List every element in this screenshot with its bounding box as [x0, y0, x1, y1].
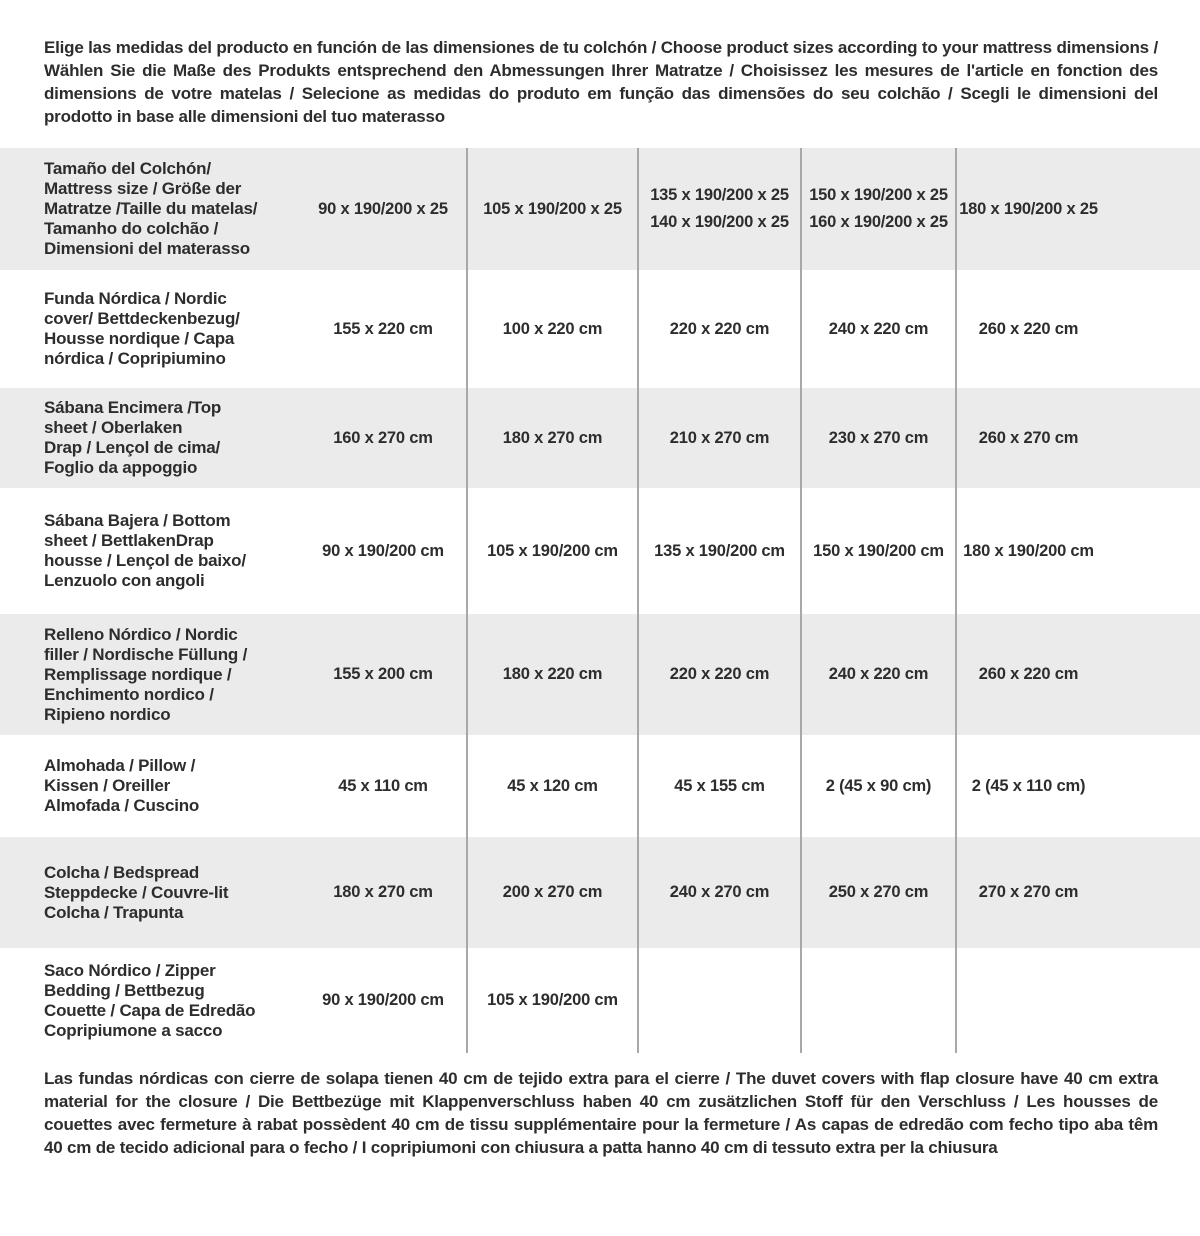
size-value-cell: 105 x 190/200 cm [466, 488, 637, 614]
size-value-cell: 105 x 190/200 cm [466, 948, 637, 1053]
size-value-cell: 200 x 270 cm [466, 837, 637, 948]
size-value-cell [800, 948, 955, 1053]
size-value-cell: 260 x 220 cm [955, 614, 1100, 735]
size-table: Tamaño del Colchón/ Mattress size / Größ… [0, 148, 1200, 1053]
size-value-cell: 180 x 190/200 x 25 [955, 148, 1100, 270]
size-value-cell: 220 x 220 cm [637, 270, 800, 388]
footnote-text: Las fundas nórdicas con cierre de solapa… [44, 1069, 1158, 1157]
size-value-cell: 135 x 190/200 cm [637, 488, 800, 614]
row-label-cell: Sábana Bajera / Bottom sheet / Bettlaken… [44, 511, 246, 590]
row-label-cell: Almohada / Pillow / Kissen / Oreiller Al… [44, 756, 200, 815]
table-row: Almohada / Pillow / Kissen / Oreiller Al… [0, 735, 1200, 837]
table-row: Sábana Encimera /Top sheet / Oberlaken D… [0, 388, 1200, 488]
size-value-cell: 180 x 190/200 cm [955, 488, 1100, 614]
table-row: Colcha / Bedspread Steppdecke / Couvre-l… [0, 837, 1200, 948]
size-value-cell: 180 x 220 cm [466, 614, 637, 735]
size-value-cell: 230 x 270 cm [800, 388, 955, 488]
table-row: Relleno Nórdico / Nordic filler / Nordis… [0, 614, 1200, 735]
size-value-cell: 90 x 190/200 x 25 [318, 199, 448, 218]
size-value-cell: 180 x 270 cm [466, 388, 637, 488]
size-value-cell: 150 x 190/200 cm [800, 488, 955, 614]
size-value-cell: 90 x 190/200 cm [322, 541, 444, 560]
size-value-cell: 180 x 270 cm [333, 883, 433, 901]
size-value-cell: 105 x 190/200 x 25 [466, 148, 637, 270]
size-value-cell: 270 x 270 cm [955, 837, 1100, 948]
size-value-cell: 155 x 200 cm [333, 665, 433, 683]
table-row: Sábana Bajera / Bottom sheet / Bettlaken… [0, 488, 1200, 614]
size-value-cell: 45 x 155 cm [637, 735, 800, 837]
table-row: Saco Nórdico / Zipper Bedding / Bettbezu… [0, 948, 1200, 1053]
row-label-cell: Colcha / Bedspread Steppdecke / Couvre-l… [44, 862, 229, 922]
size-value-cell [955, 948, 1100, 1053]
size-value-cell: 90 x 190/200 cm [322, 991, 444, 1009]
size-value-cell: 240 x 220 cm [800, 270, 955, 388]
table-row: Tamaño del Colchón/ Mattress size / Größ… [0, 148, 1200, 270]
size-value-cell: 240 x 220 cm [800, 614, 955, 735]
size-value-cell: 45 x 120 cm [466, 735, 637, 837]
size-value-cell: 250 x 270 cm [800, 837, 955, 948]
row-label-cell: Relleno Nórdico / Nordic filler / Nordis… [44, 624, 248, 724]
table-row: Funda Nórdica / Nordic cover/ Bettdecken… [0, 270, 1200, 388]
size-value-cell: 150 x 190/200 x 25 160 x 190/200 x 25 [800, 148, 955, 270]
size-value-cell: 2 (45 x 110 cm) [955, 735, 1100, 837]
size-value-cell: 220 x 220 cm [637, 614, 800, 735]
size-value-cell: 210 x 270 cm [637, 388, 800, 488]
size-value-cell: 45 x 110 cm [338, 776, 428, 795]
intro-text: Elige las medidas del producto en funció… [44, 38, 1158, 126]
size-value-cell: 100 x 220 cm [466, 270, 637, 388]
size-guide-page: Elige las medidas del producto en funció… [0, 36, 1200, 1236]
size-value-cell: 160 x 270 cm [333, 428, 433, 447]
size-value-cell: 135 x 190/200 x 25 140 x 190/200 x 25 [637, 148, 800, 270]
size-value-cell: 240 x 270 cm [637, 837, 800, 948]
row-label-cell: Saco Nórdico / Zipper Bedding / Bettbezu… [44, 960, 256, 1040]
row-label-cell: Sábana Encimera /Top sheet / Oberlaken D… [44, 398, 222, 477]
size-value-cell: 155 x 220 cm [333, 319, 433, 338]
size-value-cell: 260 x 220 cm [955, 270, 1100, 388]
size-value-cell: 2 (45 x 90 cm) [800, 735, 955, 837]
size-value-cell: 260 x 270 cm [955, 388, 1100, 488]
row-label-cell: Tamaño del Colchón/ Mattress size / Größ… [44, 159, 258, 258]
size-value-cell [637, 948, 800, 1053]
row-label-cell: Funda Nórdica / Nordic cover/ Bettdecken… [44, 289, 240, 368]
